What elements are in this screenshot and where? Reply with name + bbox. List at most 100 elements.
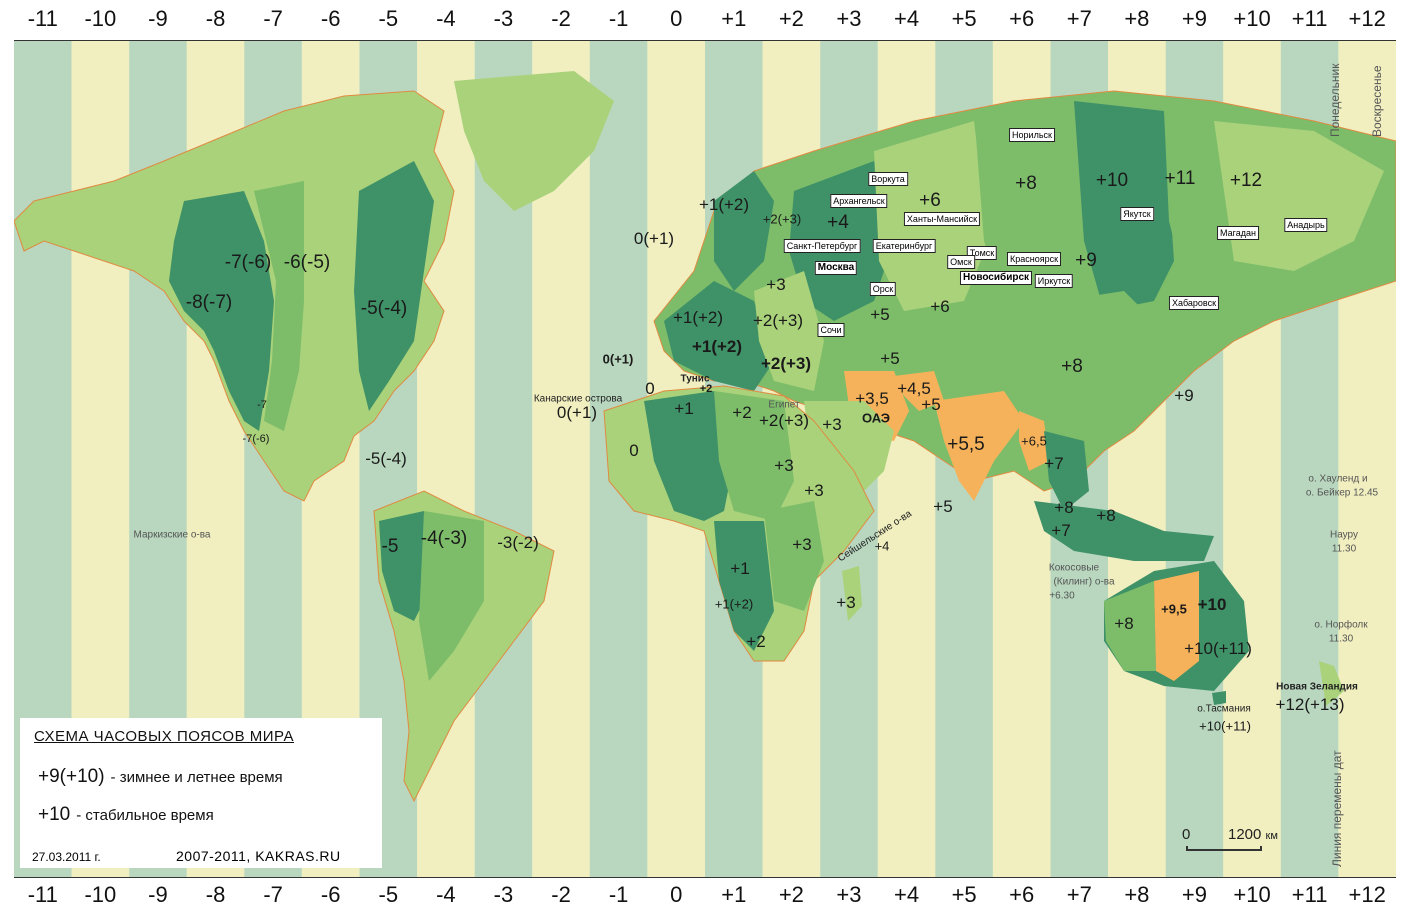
tz-label-sa-west: -5 <box>381 536 399 557</box>
legend-row-seasonal: +9(+10) - зимнее и летнее время <box>38 766 283 788</box>
tz-label-seychelles: +4 <box>874 538 890 554</box>
tz-label-pakistan: +5 <box>921 395 941 414</box>
tz-label-atlantic: 0(+1) <box>633 229 675 248</box>
bottom-zone-17: +6 <box>1009 882 1035 907</box>
place-tunis: Тунис <box>680 373 710 385</box>
tz-label-china: +8 <box>1061 356 1083 377</box>
place-canary: Канарские острова <box>533 393 623 405</box>
city-arkhangelsk: Архангельск <box>830 194 888 208</box>
tz-label-na-eastern: -5(-4) <box>360 298 408 319</box>
top-zone-20: +9 <box>1181 6 1207 31</box>
tz-label-australia-c: +9,5 <box>1161 601 1187 617</box>
city-norilsk: Норильск <box>1009 128 1055 142</box>
top-zone-2: -9 <box>148 6 168 31</box>
tz-label-pacific-mex: -7 <box>257 399 267 411</box>
top-zone-14: +3 <box>836 6 862 31</box>
zone-russia-magadan <box>1164 111 1224 281</box>
city-anadyr: Анадырь <box>1284 218 1328 232</box>
zone-russia-krasnoyarsk <box>974 101 1084 301</box>
tz-label-ukraine: +3 <box>766 275 786 294</box>
place-baker: о. Бейкер 12.45 <box>1305 487 1379 499</box>
top-zone-19: +8 <box>1124 6 1150 31</box>
bottom-zone-0: -11 <box>27 882 58 907</box>
landmass-tasmania <box>1212 691 1226 705</box>
place-cocos: Кокосовые <box>1048 562 1100 574</box>
zone-russia-yakutsk <box>1074 101 1174 311</box>
tz-label-russia-w: +4 <box>827 212 849 233</box>
tz-label-siberia-mid: +9 <box>1075 250 1097 271</box>
zone-africa-east <box>764 501 824 611</box>
tz-label-east-africa: +3 <box>774 456 794 475</box>
top-zone-10: -1 <box>608 6 629 31</box>
city-krasnoyarsk: Красноярск <box>1006 252 1062 266</box>
tz-label-sa-mid: -4(-3) <box>420 528 468 549</box>
scale-distance-value: 1200 <box>1228 826 1262 843</box>
label-monday: Понедельник <box>1328 63 1342 137</box>
tz-label-mex-small: -7(-6) <box>242 433 270 445</box>
tz-label-maldives: +5 <box>933 497 953 516</box>
top-zone-22: +11 <box>1291 6 1328 31</box>
bottom-zone-9: -2 <box>551 882 571 907</box>
top-zone-5: -6 <box>320 6 341 31</box>
city-moscow: Москва <box>814 261 858 275</box>
top-zone-15: +4 <box>893 6 920 31</box>
tz-label-australia-w: +8 <box>1114 614 1134 633</box>
bottom-zone-3: -8 <box>205 882 226 907</box>
tz-label-canary: 0(+1) <box>556 403 598 422</box>
zone-afghanistan <box>894 371 944 411</box>
landmass-madagascar <box>842 566 862 621</box>
bottom-zone-10: -1 <box>608 882 629 907</box>
legend-seasonal-text: - зимнее и летнее время <box>110 769 283 786</box>
zone-indochina <box>1044 431 1089 511</box>
zone-na-eastern <box>354 161 434 411</box>
bottom-zone-21: +10 <box>1233 882 1271 907</box>
scale-distance: 1200 км <box>1228 826 1278 843</box>
tz-label-tunis: +2 <box>699 383 713 395</box>
bottom-zone-19: +8 <box>1124 882 1150 907</box>
tz-label-australia-se: +10(+11) <box>1184 639 1252 658</box>
top-zone-11: 0 <box>670 6 683 31</box>
city-omsk: Омск <box>947 255 975 269</box>
zone-africa-central <box>714 391 794 521</box>
tz-label-morocco: 0(+1) <box>602 351 634 367</box>
tz-label-russia-far: +11 <box>1164 168 1196 189</box>
top-zone-9: -2 <box>551 6 571 31</box>
top-zone-8: -3 <box>493 6 514 31</box>
bottom-zone-ruler: -11 -10 -9 -8 -7 -6 -5 -4 -3 -2 -1 0 +1 +2 +3 +4 +5 +6 +7 +… <box>0 876 1411 915</box>
legend-seasonal-value: +9(+10) <box>38 766 105 787</box>
zone-na-mountain <box>254 181 304 431</box>
tz-label-na-mountain: -7(-6) <box>224 252 272 273</box>
bottom-zone-22: +11 <box>1291 882 1328 907</box>
bottom-zone-4: -7 <box>263 882 283 907</box>
tz-label-japan: +9 <box>1174 386 1194 405</box>
tz-label-portugal: 0 <box>645 379 655 398</box>
tz-label-malaysia: +8 <box>1054 498 1074 517</box>
top-zone-18: +7 <box>1066 6 1092 31</box>
place-nauru: Науру <box>1329 529 1359 541</box>
tz-label-kazakh-w: +5 <box>870 305 890 324</box>
bottom-zone-18: +7 <box>1066 882 1092 907</box>
tz-label-afghan: +4,5 <box>897 379 931 398</box>
bottom-zone-20: +9 <box>1181 882 1207 907</box>
zone-europe-central <box>664 281 774 391</box>
city-vorkuta: Воркута <box>868 172 908 186</box>
city-yakutsk: Якутск <box>1120 207 1154 221</box>
tz-label-africa-central: +2 <box>732 403 752 422</box>
place-nauru-tz: 11.30 <box>1331 543 1357 555</box>
legend-row-stable: +10 - стабильное время <box>38 804 214 826</box>
legend-stable-value: +10 <box>38 804 71 825</box>
landmass-nz <box>1319 661 1344 706</box>
tz-label-kazakh-e: +6 <box>930 297 950 316</box>
scale-unit: км <box>1265 830 1278 842</box>
tz-label-russia-e: +10 <box>1095 170 1129 191</box>
zone-india <box>934 391 1024 501</box>
bottom-zone-12: +1 <box>721 882 747 907</box>
place-howland: о. Хауленд и <box>1308 473 1368 485</box>
legend-stable-text: - стабильное время <box>76 807 214 824</box>
city-irkutsk: Иркутск <box>1034 274 1074 288</box>
legend-panel: СХЕМА ЧАСОВЫХ ПОЯСОВ МИРА +9(+10) - зимне… <box>20 718 382 868</box>
place-markiz: Маркизские о-ва <box>133 529 211 541</box>
zone-europe-east <box>754 271 824 391</box>
bottom-zone-14: +3 <box>836 882 862 907</box>
tz-label-europe-n: +1(+2) <box>698 195 750 214</box>
